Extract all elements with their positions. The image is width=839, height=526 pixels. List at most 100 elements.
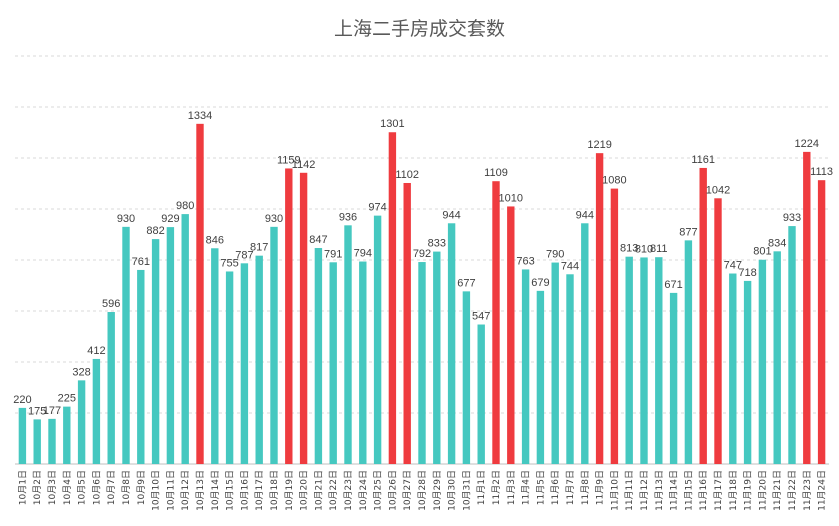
data-label: 1159	[277, 154, 301, 166]
data-label: 944	[442, 209, 460, 221]
x-tick-label: 11月6日	[550, 470, 561, 505]
data-label: 1010	[499, 192, 523, 204]
bar	[699, 167, 707, 464]
bar	[640, 257, 648, 464]
data-label: 761	[132, 256, 150, 268]
data-label: 547	[472, 311, 490, 323]
x-tick-label: 10月12日	[180, 470, 191, 511]
x-tick-label: 10月6日	[91, 470, 102, 505]
x-tick-label: 10月5日	[77, 470, 88, 505]
bar	[373, 215, 382, 464]
x-tick-label: 10月25日	[373, 470, 384, 511]
data-label: 1142	[292, 159, 316, 171]
bar	[344, 225, 352, 464]
bar	[388, 132, 397, 464]
x-tick-label: 11月9日	[595, 470, 606, 505]
x-tick-label: 10月27日	[402, 470, 413, 511]
x-tick-label: 11月1日	[476, 470, 487, 505]
x-tick-label: 10月10日	[151, 470, 162, 511]
data-label: 177	[43, 405, 61, 417]
x-tick-label: 10月29日	[432, 470, 443, 511]
data-label: 813	[620, 243, 638, 255]
bar	[314, 248, 323, 464]
data-label: 787	[235, 249, 253, 261]
bar	[166, 227, 175, 464]
data-label: 930	[265, 213, 283, 225]
bar	[107, 312, 115, 464]
data-label: 1080	[602, 175, 626, 187]
data-label: 794	[354, 248, 372, 260]
bar	[788, 226, 796, 464]
x-tick-label: 10月1日	[17, 470, 28, 505]
bar	[655, 257, 663, 464]
bar	[492, 181, 500, 464]
x-tick-label: 10月16日	[239, 470, 250, 511]
bar	[669, 292, 678, 464]
x-tick-label: 11月24日	[817, 470, 828, 511]
x-tick-label: 10月30日	[447, 470, 458, 511]
bar	[610, 188, 619, 464]
bar	[507, 206, 515, 464]
x-tick-label: 11月19日	[743, 470, 754, 511]
data-label: 220	[13, 394, 31, 406]
x-tick-label: 10月17日	[254, 470, 265, 511]
bar	[359, 261, 367, 464]
x-tick-label: 10月9日	[136, 470, 147, 505]
data-label: 225	[58, 393, 76, 405]
bar	[477, 324, 485, 464]
bar	[433, 251, 441, 464]
bar	[729, 273, 737, 464]
x-tick-label: 11月11日	[624, 470, 635, 511]
data-label: 877	[679, 226, 697, 238]
data-label: 596	[102, 298, 120, 310]
x-tick-label: 10月21日	[313, 470, 324, 511]
x-tick-label: 11月13日	[654, 470, 665, 511]
data-label: 1301	[380, 118, 404, 130]
bar	[743, 280, 752, 464]
x-tick-label: 10月13日	[195, 470, 206, 511]
x-tick-label: 11月16日	[698, 470, 709, 511]
bar	[714, 198, 722, 465]
x-tick-label: 10月15日	[225, 470, 236, 511]
bar	[255, 255, 263, 464]
x-tick-label: 11月12日	[639, 470, 650, 511]
x-tick-label: 11月15日	[683, 470, 694, 511]
x-tick-label: 11月8日	[580, 470, 591, 505]
data-label: 1042	[706, 184, 730, 196]
x-tick-label: 10月2日	[32, 470, 43, 505]
x-tick-label: 11月17日	[713, 470, 724, 511]
bar	[181, 214, 189, 464]
bar	[447, 223, 456, 464]
data-label: 718	[738, 267, 756, 279]
x-tick-label: 11月10日	[609, 470, 620, 511]
x-tick-label: 10月3日	[47, 470, 58, 505]
x-tick-label: 10月4日	[62, 470, 73, 505]
chart-title: 上海二手房成交套数	[333, 18, 505, 40]
data-label: 1161	[691, 154, 715, 166]
data-label: 801	[753, 246, 771, 258]
data-label: 974	[368, 202, 386, 214]
bar	[77, 380, 86, 464]
bar	[196, 123, 204, 464]
x-tick-label: 10月31日	[461, 470, 472, 511]
x-tick-label: 11月3日	[506, 470, 517, 505]
bar	[270, 226, 278, 464]
data-label: 936	[339, 211, 357, 223]
x-tick-label: 11月20日	[757, 470, 768, 511]
bar	[18, 407, 27, 464]
data-label: 933	[783, 212, 801, 224]
bar	[625, 256, 633, 464]
bar	[33, 419, 41, 464]
x-tick-label: 11月21日	[772, 470, 783, 511]
bar	[225, 271, 234, 464]
bar	[48, 418, 56, 464]
x-tick-label: 11月14日	[669, 470, 680, 511]
x-tick-label: 10月11日	[165, 470, 176, 511]
data-label: 792	[413, 248, 431, 260]
data-label: 980	[176, 200, 194, 212]
bar	[581, 223, 589, 464]
data-label: 755	[220, 257, 238, 269]
bar	[329, 262, 337, 464]
data-label: 929	[161, 213, 179, 225]
